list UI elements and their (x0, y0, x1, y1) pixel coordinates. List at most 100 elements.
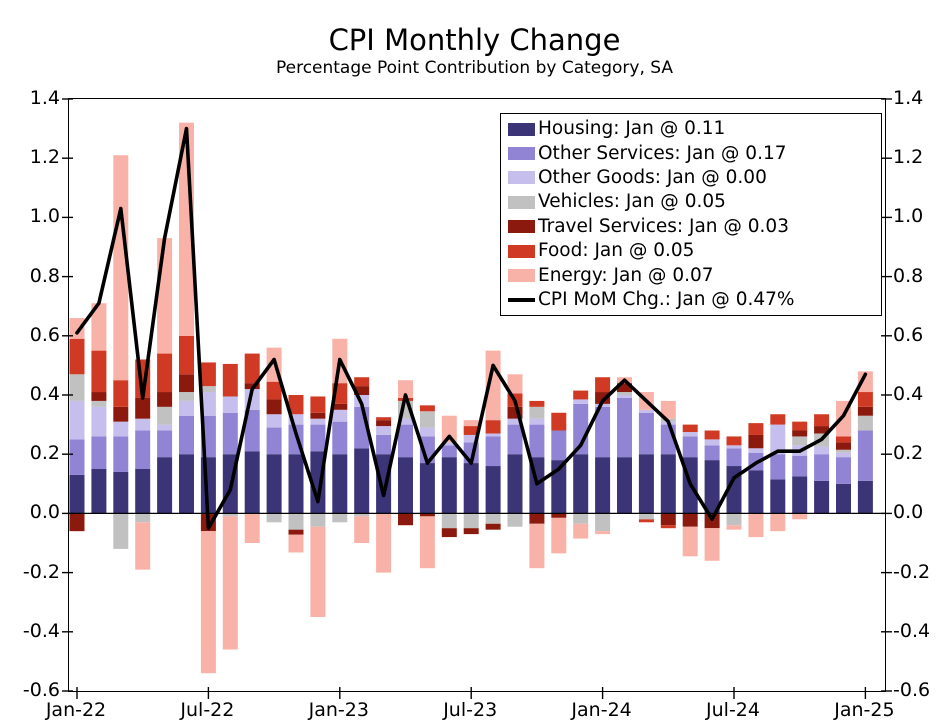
legend-label: Vehicles: Jan @ 0.05 (538, 191, 726, 213)
y-tick-label-right: 0.2 (893, 442, 924, 465)
bar-segment-other-goods (200, 392, 216, 416)
bar-segment-energy (595, 531, 611, 535)
bar-segment-housing (507, 454, 523, 514)
x-tick-label: Jan-25 (834, 699, 895, 721)
x-tick-label: Jan-22 (45, 699, 107, 721)
bar-segment-housing (135, 469, 151, 514)
bar-segment-travel-services (814, 426, 830, 434)
bar-segment-vehicles (857, 415, 873, 431)
bar-segment-energy (222, 516, 238, 650)
bar-segment-travel-services (748, 434, 764, 449)
bar-segment-energy (69, 318, 85, 339)
bar-segment-other-services (398, 424, 413, 458)
bar-segment-food (266, 381, 282, 400)
bar-segment-travel-services (288, 529, 304, 535)
legend-row: Housing: Jan @ 0.11 (508, 117, 877, 141)
bar-segment-food (704, 430, 720, 440)
y-tick-label-left: -0.2 (22, 560, 60, 583)
legend-label: Housing: Jan @ 0.11 (538, 118, 726, 140)
bar-segment-energy (704, 528, 720, 561)
bar-segment-other-goods (726, 445, 742, 449)
bar-segment-housing (441, 457, 457, 514)
legend-label: CPI MoM Chg.: Jan @ 0.47% (538, 288, 795, 310)
bar-segment-other-goods (814, 446, 830, 455)
legend-swatch-icon (508, 171, 535, 185)
bar-segment-vehicles (200, 386, 216, 393)
bar-segment-vehicles (354, 513, 370, 517)
legend-swatch-icon (508, 147, 535, 161)
bar-segment-housing (857, 480, 873, 514)
bar-segment-other-goods (69, 400, 85, 440)
bar-segment-other-services (814, 454, 830, 481)
bar-segment-travel-services (91, 392, 107, 401)
bar-segment-vehicles (222, 513, 238, 517)
chart-subtitle: Percentage Point Contribution by Categor… (275, 58, 674, 78)
bar-segment-food (638, 519, 654, 523)
bar-segment-energy (463, 420, 479, 427)
bar-segment-other-services (310, 424, 326, 452)
bar-segment-other-goods (113, 421, 129, 437)
bar-segment-food (682, 424, 698, 432)
bar-segment-travel-services (266, 399, 282, 415)
y-tick-label-right: 1.4 (893, 87, 924, 109)
bar-segment-energy (441, 415, 457, 443)
y-tick-label-right: 0.0 (893, 501, 924, 524)
bar-segment-energy (770, 513, 786, 532)
legend-label: Other Goods: Jan @ 0.00 (538, 166, 767, 188)
y-tick-label-right: 0.6 (893, 323, 924, 346)
bar-segment-energy (244, 513, 260, 543)
bar-segment-other-goods (398, 418, 413, 425)
bar-segment-housing (69, 474, 85, 514)
bar-segment-housing (573, 454, 589, 514)
bar-segment-other-services (332, 421, 348, 455)
bar-segment-energy (660, 400, 676, 419)
bar-segment-vehicles (638, 513, 654, 520)
bar-segment-housing (463, 463, 479, 514)
bar-segment-energy (507, 374, 523, 394)
bar-segment-other-services (770, 454, 786, 480)
y-tick-label-left: -0.4 (22, 619, 60, 642)
bar-segment-other-goods (617, 395, 632, 398)
chart-canvas (62, 98, 892, 699)
legend-row: Vehicles: Jan @ 0.05 (508, 190, 877, 214)
bar-segment-other-goods (770, 424, 786, 455)
bar-segment-other-goods (332, 409, 348, 422)
bar-segment-other-goods (573, 399, 589, 404)
y-tick-label-left: 1.4 (29, 87, 60, 109)
bar-segment-energy (113, 155, 129, 381)
y-tick-label-right: 1.0 (893, 205, 924, 228)
bar-segment-energy (748, 513, 764, 538)
bar-segment-food (463, 426, 479, 435)
bar-segment-housing (595, 457, 611, 514)
y-tick-label-left: 0.8 (29, 264, 60, 287)
bar-segment-other-goods (310, 418, 326, 425)
bar-segment-housing (748, 470, 764, 514)
bar-segment-energy (857, 371, 873, 393)
legend-swatch-icon (508, 220, 535, 234)
bar-segment-housing (770, 479, 786, 514)
bar-segment-vehicles (69, 374, 85, 401)
y-tick-label-left: -0.6 (22, 679, 60, 701)
bar-segment-other-goods (485, 433, 501, 437)
bar-segment-other-services (857, 430, 873, 481)
bar-segment-food (179, 335, 194, 375)
x-tick-label: Jan-23 (308, 699, 369, 721)
legend-swatch-icon (508, 244, 535, 258)
bar-segment-travel-services (485, 523, 501, 530)
bar-segment-vehicles (507, 513, 523, 527)
bar-segment-other-services (222, 412, 238, 455)
bar-segment-energy (485, 350, 501, 421)
y-tick-label-right: -0.2 (893, 560, 931, 583)
bar-segment-travel-services (660, 513, 676, 526)
bar-segment-housing (91, 469, 107, 514)
bar-segment-vehicles (266, 513, 282, 523)
bar-segment-other-services (638, 412, 654, 455)
bar-segment-food (595, 377, 611, 393)
x-tick-label: Jul-22 (180, 699, 235, 721)
bar-segment-energy (288, 534, 304, 553)
bar-segment-other-services (157, 430, 173, 458)
legend-row: Other Services: Jan @ 0.17 (508, 141, 877, 165)
y-tick-label-right: 0.4 (893, 383, 924, 405)
bar-segment-other-goods (222, 396, 238, 413)
